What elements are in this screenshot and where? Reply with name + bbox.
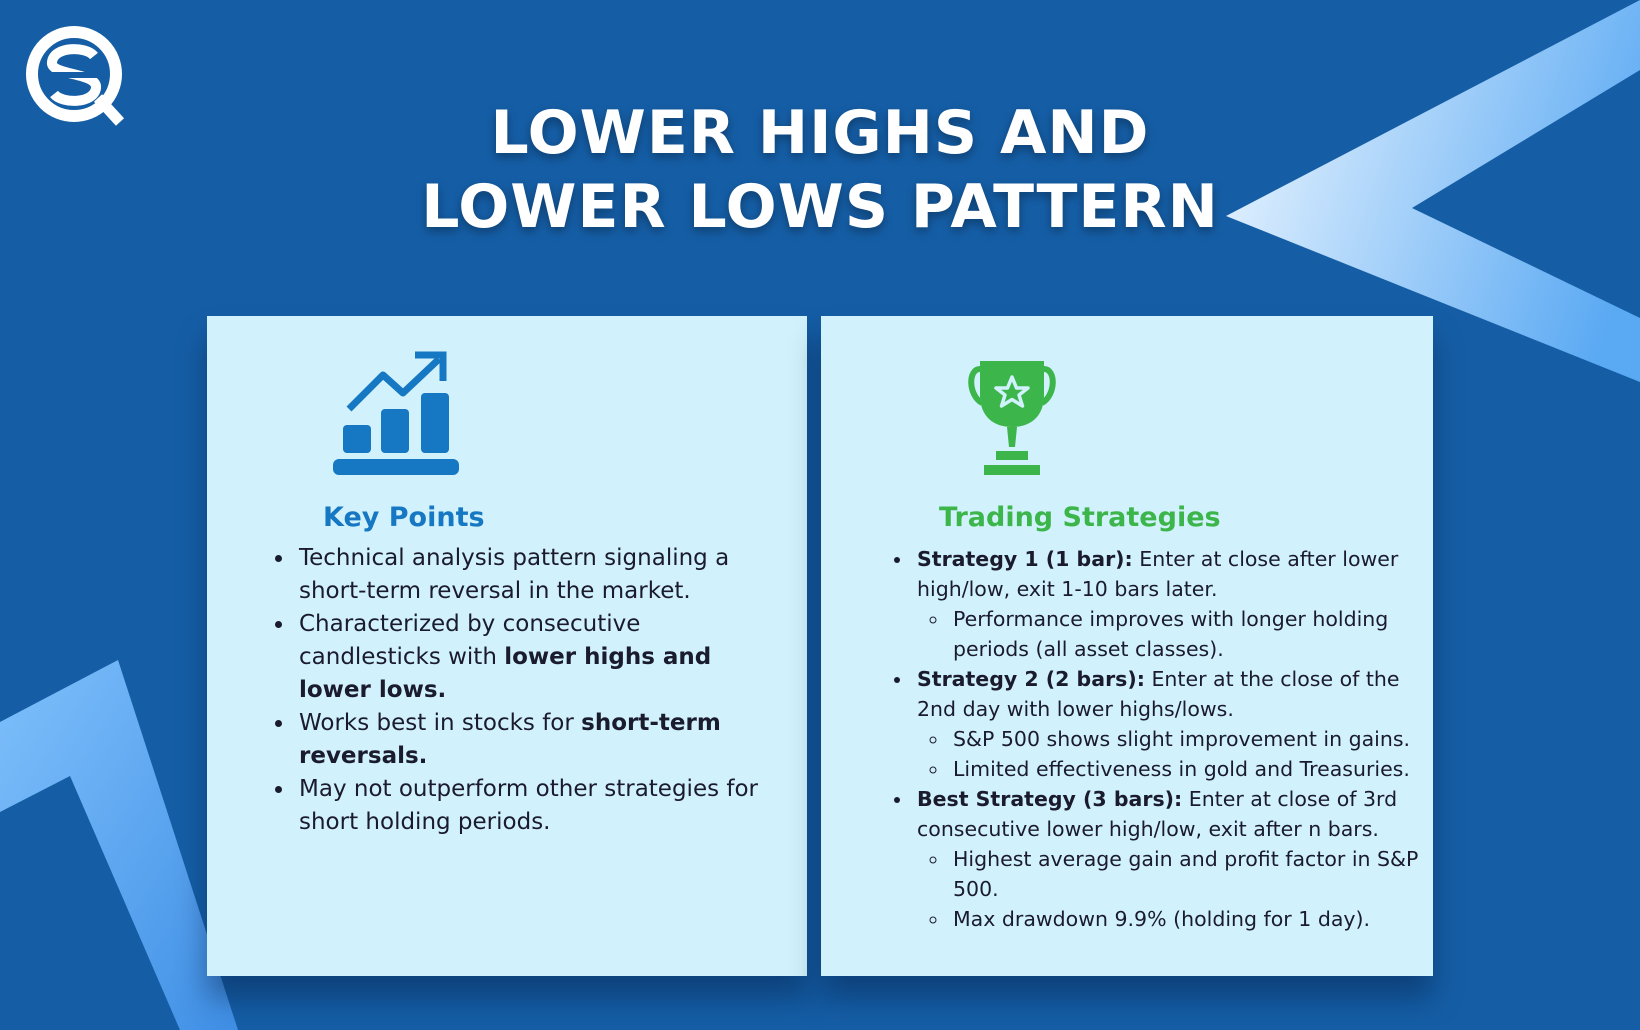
title-line-1: LOWER HIGHS AND (490, 98, 1150, 168)
sub-list-item: Highest average gain and profit factor i… (949, 844, 1428, 904)
list-item: Technical analysis pattern signaling a s… (295, 542, 765, 608)
trading-strategies-heading: Trading Strategies (939, 502, 1221, 533)
sub-list-item: Limited effectiveness in gold and Treasu… (949, 754, 1428, 784)
list-item: May not outperform other strategies for … (295, 773, 765, 839)
sub-list: Performance improves with longer holding… (917, 604, 1428, 664)
sub-list-item: Performance improves with longer holding… (949, 604, 1428, 664)
strategies-list: Strategy 1 (1 bar): Enter at close after… (891, 544, 1428, 934)
sub-list: Highest average gain and profit factor i… (917, 844, 1428, 934)
list-item: Strategy 1 (1 bar): Enter at close after… (913, 544, 1428, 664)
trading-strategies-card: Trading Strategies Strategy 1 (1 bar): E… (821, 316, 1433, 976)
chevron-shape-bottom-left (0, 660, 238, 1030)
sub-list-item: Max drawdown 9.9% (holding for 1 day). (949, 904, 1428, 934)
title-line-2: LOWER LOWS PATTERN (421, 172, 1219, 242)
key-points-heading: Key Points (323, 502, 485, 533)
list-item: Characterized by consecutive candlestick… (295, 608, 765, 707)
sub-list-item: S&P 500 shows slight improvement in gain… (949, 724, 1428, 754)
chevron-shape-top-right (1226, 0, 1640, 382)
list-item: Best Strategy (3 bars): Enter at close o… (913, 784, 1428, 934)
growth-chart-icon (333, 351, 459, 475)
list-item: Strategy 2 (2 bars): Enter at the close … (913, 664, 1428, 784)
sq-logo-icon (26, 26, 125, 126)
page-title: LOWER HIGHS AND LOWER LOWS PATTERN (0, 96, 1640, 244)
list-item: Works best in stocks for short-term reve… (295, 707, 765, 773)
key-points-card: Key Points Technical analysis pattern si… (207, 316, 807, 976)
key-points-list: Technical analysis pattern signaling a s… (273, 542, 765, 839)
sub-list: S&P 500 shows slight improvement in gain… (917, 724, 1428, 784)
trophy-icon (968, 361, 1056, 475)
